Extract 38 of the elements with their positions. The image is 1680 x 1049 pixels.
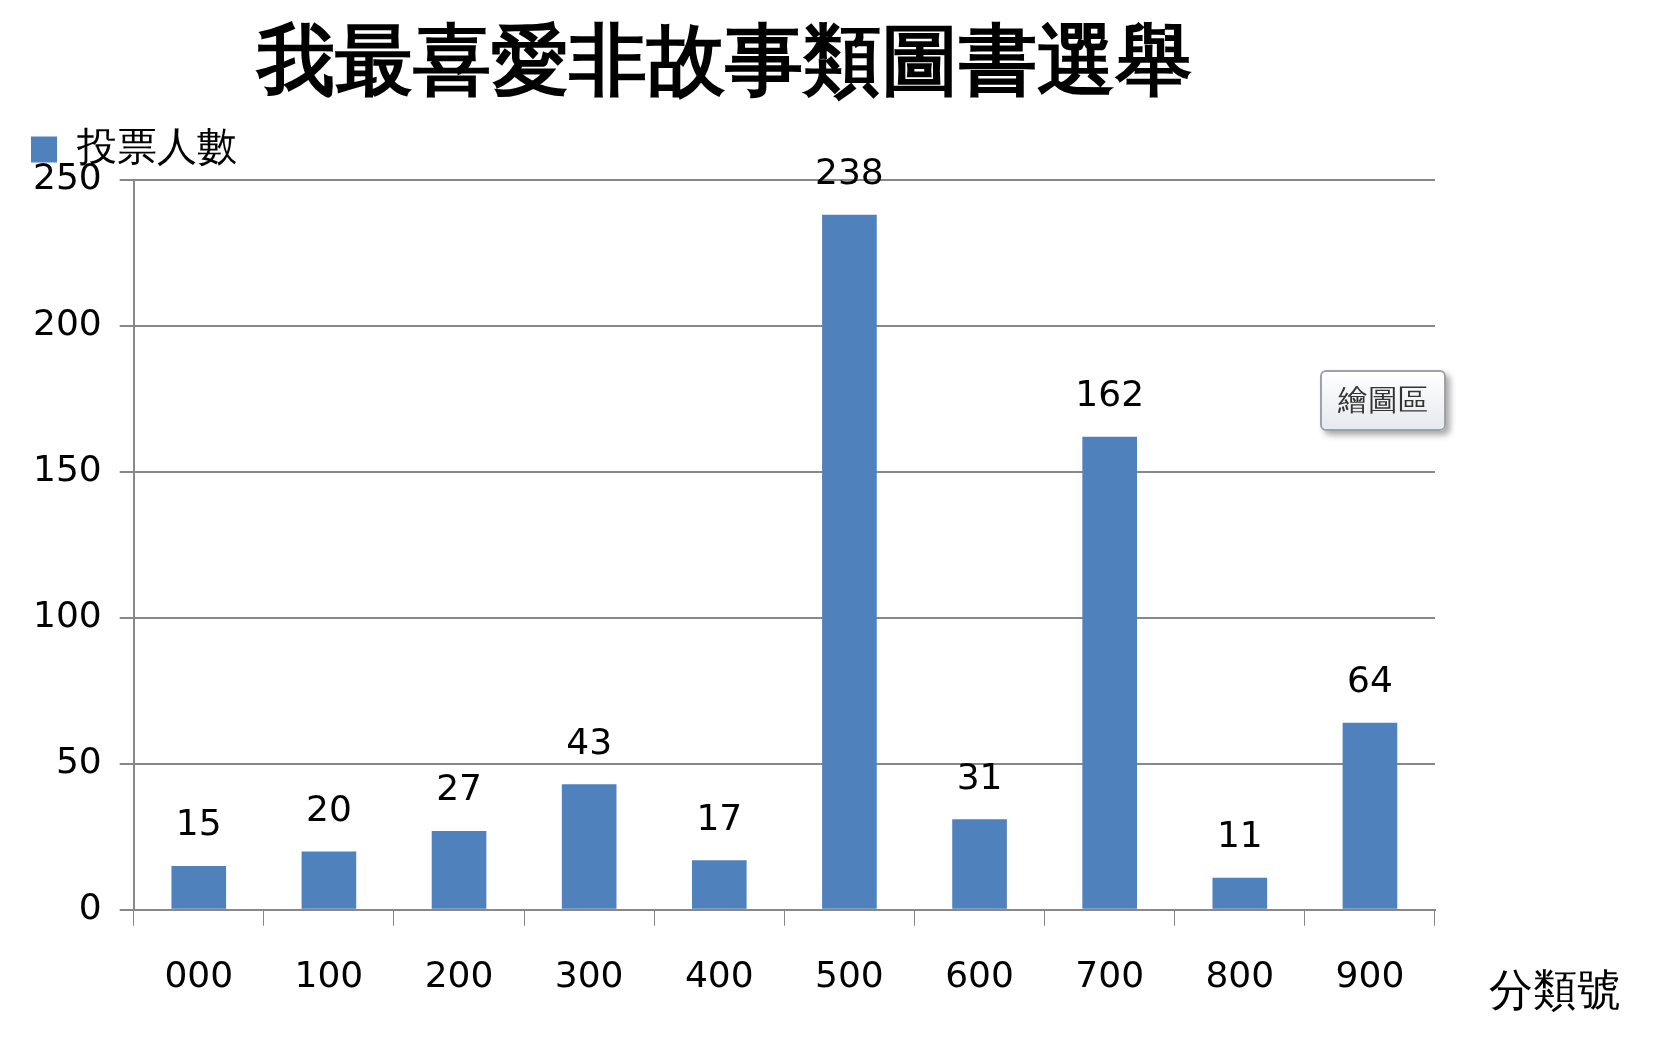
data-label: 238 (815, 151, 884, 193)
x-tick-label: 400 (684, 953, 754, 995)
data-label: 17 (696, 796, 743, 838)
x-axis-title: 分類號 (1489, 964, 1621, 1016)
bar (561, 784, 617, 909)
y-tick-label: 150 (32, 448, 102, 490)
y-tick-label: 0 (78, 886, 102, 928)
x-tick-label: 200 (424, 953, 494, 995)
x-tick-label: 300 (554, 953, 624, 995)
data-label: 162 (1075, 372, 1145, 414)
bar (1342, 722, 1398, 909)
y-tick-label: 50 (55, 740, 102, 782)
annotation: 繪圖區 (1320, 370, 1446, 431)
bar (822, 214, 877, 909)
chart-title: 我最喜愛非故事類圖書選舉 (255, 14, 1193, 106)
data-label: 43 (566, 720, 613, 762)
data-label: 15 (175, 802, 222, 844)
data-label: 27 (436, 767, 482, 809)
data-label: 11 (1216, 814, 1263, 856)
data-label: 64 (1347, 659, 1393, 701)
bar (691, 860, 747, 909)
bar (171, 865, 227, 909)
bar (1082, 436, 1138, 909)
bar (301, 851, 357, 909)
x-tick-label: 700 (1075, 953, 1145, 995)
bar (952, 819, 1007, 909)
y-tick-label: 200 (32, 302, 102, 343)
x-tick-label: 000 (164, 953, 234, 995)
y-tick-label: 100 (32, 594, 102, 636)
data-label: 31 (956, 755, 1003, 797)
data-label: 20 (306, 787, 352, 829)
bar (1212, 877, 1268, 909)
x-tick-label: 900 (1335, 953, 1405, 995)
x-tick-label: 500 (815, 953, 884, 995)
x-tick-label: 800 (1205, 953, 1275, 995)
bar (431, 830, 487, 909)
x-tick-label: 100 (294, 953, 364, 995)
x-tick-label: 600 (945, 953, 1014, 995)
